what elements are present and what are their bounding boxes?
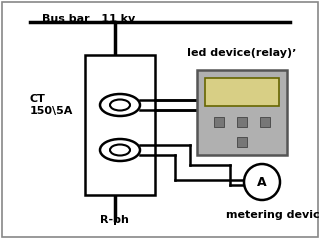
Ellipse shape [110,145,130,156]
Bar [85,55,155,195]
Text: Ied device(relay)ʼ: Ied device(relay)ʼ [187,48,297,58]
Ellipse shape [110,99,130,110]
Text: metering device: metering device [227,210,320,220]
Text: R-ph: R-ph [100,215,129,225]
Bar [205,78,279,106]
Text: CT
150\5A: CT 150\5A [30,94,73,116]
Ellipse shape [100,139,140,161]
Bar [197,70,287,155]
FancyBboxPatch shape [2,2,318,237]
Text: A: A [257,175,267,189]
Ellipse shape [100,94,140,116]
Text: Bus bar   11 kv: Bus bar 11 kv [42,14,135,24]
Circle shape [244,164,280,200]
